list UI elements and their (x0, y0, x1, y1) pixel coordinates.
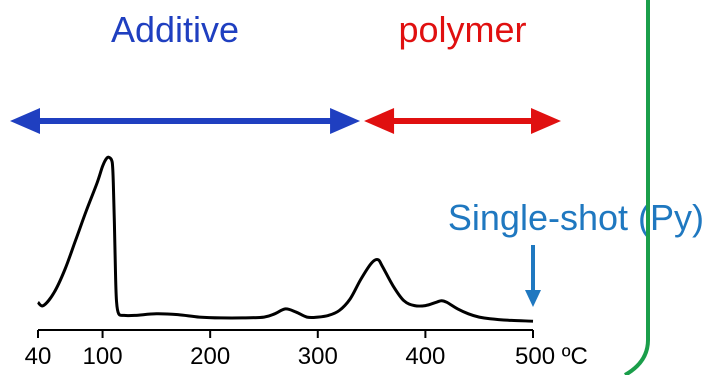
annotation-arrow-head (525, 290, 541, 307)
regions-layer: Additive polymer (10, 9, 561, 134)
x-tick-label-200: 200 (190, 343, 230, 370)
x-tick-label-400: 400 (405, 343, 445, 370)
x-tick-label-100: 100 (83, 343, 123, 370)
series-0-line (36, 155, 534, 323)
additive-region-label: Additive (111, 9, 239, 50)
x-axis: 40 100 200 300 400 500 ºC (25, 329, 588, 370)
x-tick-label-300: 300 (298, 343, 338, 370)
additive-arrow-head-left (10, 108, 40, 134)
additive-region-arrow (10, 108, 361, 134)
single-shot-annotation: Single-shot (Py) (448, 197, 704, 238)
annotation-layer: Single-shot (Py) (448, 197, 704, 307)
curve-layer (36, 155, 534, 323)
polymer-arrow-head-left (364, 108, 395, 134)
additive-arrow-head-right (330, 108, 361, 134)
green-divider-line (623, 0, 650, 375)
x-tick-label-500: 500 ºC (515, 343, 588, 370)
x-tick-label-40: 40 (25, 343, 52, 370)
polymer-region-label: polymer (399, 9, 527, 50)
polymer-arrow-head-right (531, 108, 561, 134)
polymer-region-arrow (364, 108, 561, 134)
